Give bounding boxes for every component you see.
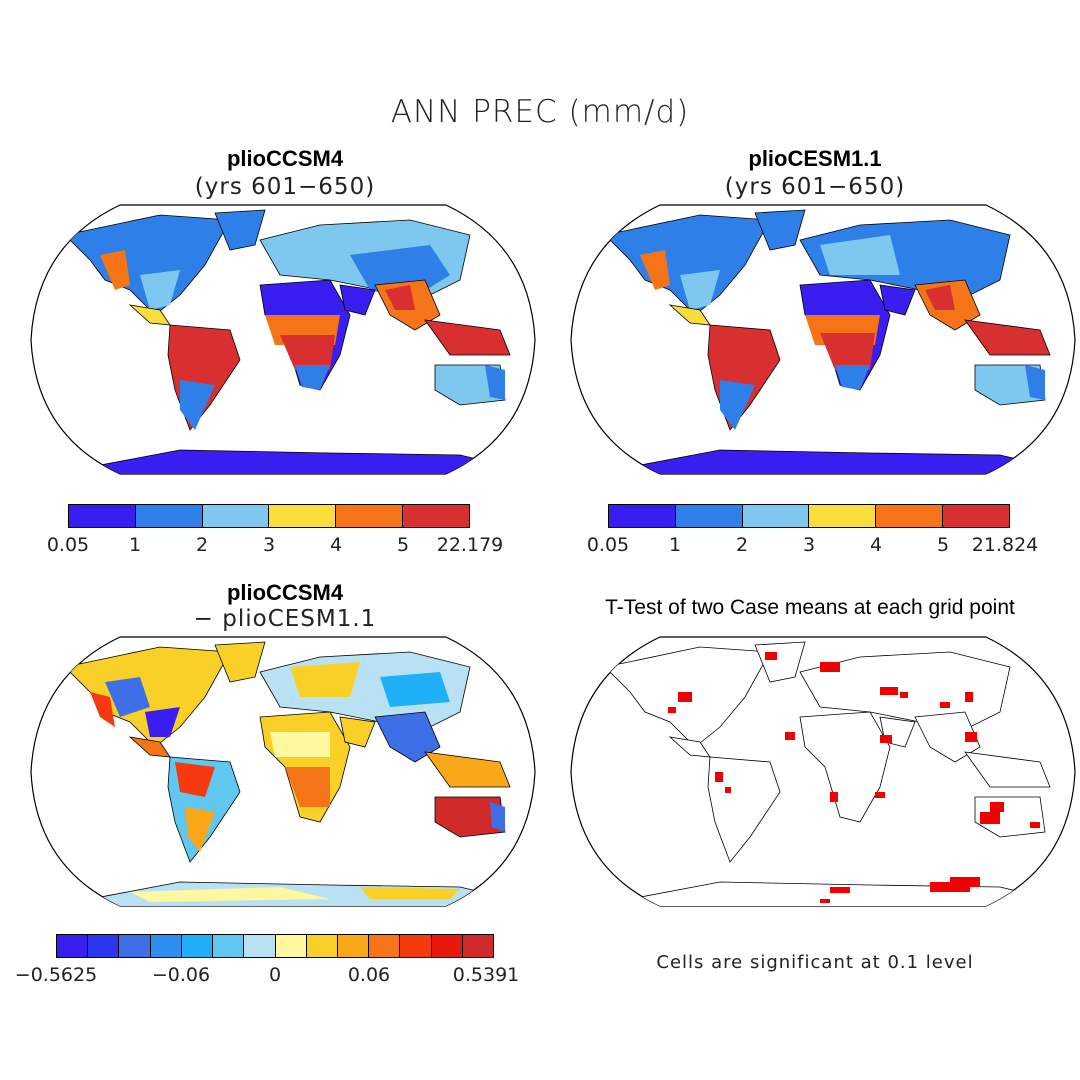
figure-title: ANN PREC (mm/d) xyxy=(390,94,690,130)
colorbar-tick: 4 xyxy=(329,534,343,556)
colorbar-segment xyxy=(57,935,89,957)
colorbar-segment xyxy=(275,935,307,957)
colorbar-tick: 3 xyxy=(262,534,276,556)
colorbar-segment xyxy=(336,505,404,527)
colorbar-segment xyxy=(742,505,810,527)
colorbar-tick: 3 xyxy=(802,534,816,556)
colorbar-segment xyxy=(337,935,370,957)
colorbar-tick: 0.05 xyxy=(46,534,90,556)
colorbar-bottom-left xyxy=(56,934,494,958)
colorbar-tick: 22.179 xyxy=(436,534,504,556)
colorbar-tick: −0.5625 xyxy=(14,964,98,986)
panel-title-bottom-right: T-Test of two Case means at each grid po… xyxy=(605,596,1015,619)
significance-note: Cells are significant at 0.1 level xyxy=(656,952,974,973)
colorbar-segment xyxy=(135,505,203,527)
colorbar-tick: 2 xyxy=(195,534,209,556)
colorbar-segment xyxy=(675,505,743,527)
map-top-right xyxy=(570,204,1076,475)
colorbar-tick: 1 xyxy=(128,534,142,556)
map-bottom-left xyxy=(30,636,536,907)
colorbar-segment xyxy=(181,935,214,957)
panel-title-bottom-left: plioCCSM4 xyxy=(226,580,344,605)
colorbar-tick: 21.824 xyxy=(971,534,1039,556)
colorbar-segment xyxy=(609,505,676,527)
colorbar-segment xyxy=(269,505,337,527)
colorbar-segment xyxy=(400,935,432,957)
colorbar-tick: 0.05 xyxy=(586,534,630,556)
colorbar-top-right xyxy=(608,504,1010,528)
colorbar-tick: 4 xyxy=(869,534,883,556)
colorbar-tick: 2 xyxy=(735,534,749,556)
colorbar-tick: 0.5391 xyxy=(452,964,520,986)
panel-subtitle-bottom-left: − plioCESM1.1 xyxy=(193,606,377,632)
colorbar-segment xyxy=(306,935,338,957)
colorbar-tick: 1 xyxy=(668,534,682,556)
colorbar-segment xyxy=(369,935,401,957)
panel-title-top-left: plioCCSM4 xyxy=(226,146,344,171)
colorbar-segment xyxy=(119,935,151,957)
colorbar-segment xyxy=(809,505,877,527)
colorbar-segment xyxy=(943,505,1009,527)
colorbar-segment xyxy=(876,505,944,527)
significant-cells xyxy=(668,652,1040,903)
colorbar-tick: 5 xyxy=(936,534,950,556)
map-bottom-right xyxy=(570,636,1076,907)
colorbar-tick: 0.06 xyxy=(347,964,391,986)
colorbar-ticks-bottom-left: −0.5625 −0.06 0 0.06 0.5391 xyxy=(15,964,519,988)
colorbar-tick: 5 xyxy=(396,534,410,556)
colorbar-segment xyxy=(213,935,245,957)
colorbar-segment xyxy=(431,935,463,957)
colorbar-segment xyxy=(462,935,494,957)
colorbar-tick: 0 xyxy=(268,964,282,986)
colorbar-segment xyxy=(150,935,182,957)
colorbar-tick: −0.06 xyxy=(151,964,211,986)
colorbar-segment xyxy=(88,935,120,957)
colorbar-ticks-top-left: 0.05 1 2 3 4 5 22.179 xyxy=(47,534,503,558)
colorbar-ticks-top-right: 0.05 1 2 3 4 5 21.824 xyxy=(587,534,1038,558)
colorbar-segment xyxy=(69,505,136,527)
colorbar-top-left xyxy=(68,504,470,528)
panel-subtitle-top-right: (yrs 601−650) xyxy=(724,174,906,200)
colorbar-segment xyxy=(403,505,469,527)
panel-subtitle-top-left: (yrs 601−650) xyxy=(194,174,376,200)
colorbar-segment xyxy=(202,505,270,527)
map-top-left xyxy=(30,204,536,475)
colorbar-segment xyxy=(244,935,276,957)
panel-title-top-right: plioCESM1.1 xyxy=(748,146,882,171)
